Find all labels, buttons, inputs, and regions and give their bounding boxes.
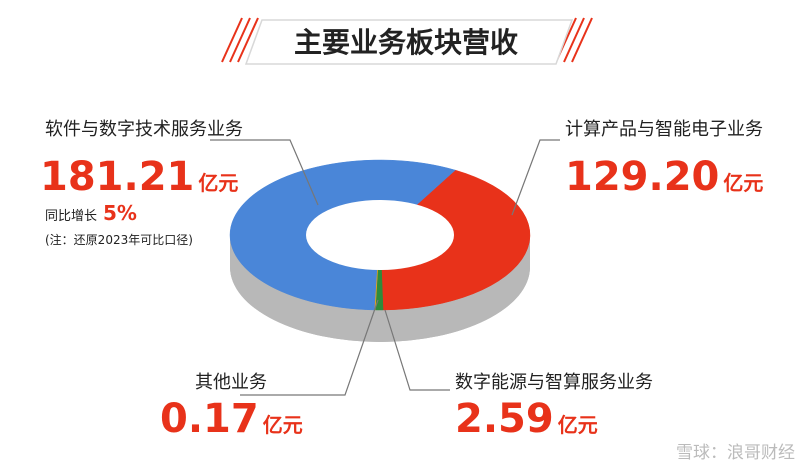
title-box: 主要业务板块营收 (221, 17, 593, 65)
value-label: 2.59 亿元 (455, 396, 598, 442)
category-label: 数字能源与智算服务业务 (455, 372, 653, 393)
chart-title: 主要业务板块营收 (294, 26, 518, 59)
donut (229, 159, 531, 342)
leader-lines (210, 139, 560, 396)
watermark: 雪球：浪哥财经 (676, 443, 795, 463)
value-label: 0.17 亿元 (160, 396, 303, 442)
donut-hole (306, 200, 454, 270)
value-label: 129.20 亿元 (565, 154, 763, 200)
note: (注：还原2023年可比口径) (45, 232, 193, 247)
donut-slice (381, 169, 531, 311)
category-label: 其他业务 (195, 372, 267, 393)
category-label: 软件与数字技术服务业务 (45, 119, 243, 140)
category-label: 计算产品与智能电子业务 (565, 119, 763, 140)
growth-label: 同比增长 5% (45, 201, 137, 225)
value-label: 181.21 亿元 (40, 154, 238, 200)
